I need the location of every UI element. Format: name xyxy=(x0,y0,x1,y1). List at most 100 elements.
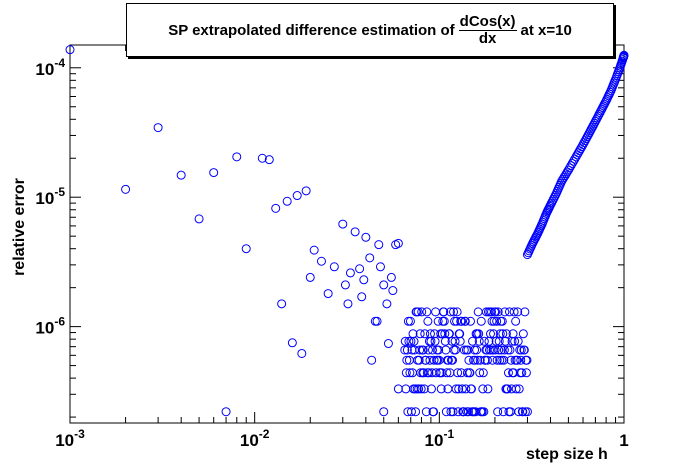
data-point xyxy=(426,384,436,394)
data-point xyxy=(329,262,339,272)
data-point xyxy=(424,368,434,378)
y-axis-title: relative error xyxy=(11,178,28,276)
data-point xyxy=(361,232,371,242)
data-point xyxy=(277,299,287,309)
data-point xyxy=(512,355,522,365)
data-point xyxy=(153,123,163,133)
data-point xyxy=(519,345,529,355)
y-tick-label: 10-4 xyxy=(35,56,65,79)
data-point xyxy=(350,227,360,237)
data-point xyxy=(472,345,482,355)
data-point xyxy=(194,214,204,224)
data-point xyxy=(565,163,575,173)
data-point xyxy=(468,336,478,346)
x-tick-label: 10-3 xyxy=(55,427,85,450)
data-point xyxy=(436,384,446,394)
data-point xyxy=(479,336,489,346)
data-point xyxy=(514,384,524,394)
data-point xyxy=(388,286,398,296)
data-point xyxy=(367,355,377,365)
data-point xyxy=(513,307,523,317)
data-point xyxy=(470,355,480,365)
data-point xyxy=(343,299,353,309)
data-point xyxy=(503,368,513,378)
data-point xyxy=(445,307,455,317)
fraction-numerator: dCos(x) xyxy=(458,12,517,31)
data-point xyxy=(467,384,477,394)
data-point xyxy=(406,407,416,417)
data-point xyxy=(497,355,507,365)
data-point xyxy=(383,339,393,349)
data-point xyxy=(485,329,495,339)
data-point xyxy=(355,264,365,274)
data-point xyxy=(431,368,441,378)
data-point xyxy=(516,355,526,365)
data-point xyxy=(494,345,504,355)
data-point xyxy=(409,336,419,346)
data-point xyxy=(455,329,465,339)
x-tick-label: 10-1 xyxy=(425,427,455,450)
data-point xyxy=(429,407,439,417)
data-point xyxy=(400,345,410,355)
data-point xyxy=(393,384,403,394)
data-point xyxy=(493,407,503,417)
data-point xyxy=(309,245,319,255)
data-point xyxy=(452,307,462,317)
data-point xyxy=(232,152,242,162)
data-point xyxy=(450,336,460,346)
data-point xyxy=(375,262,385,272)
data-point xyxy=(520,307,530,317)
data-point xyxy=(500,307,510,317)
data-point xyxy=(475,368,485,378)
data-point xyxy=(521,368,531,378)
data-point xyxy=(448,407,458,417)
data-point xyxy=(422,307,432,317)
data-point xyxy=(499,345,509,355)
data-point xyxy=(414,384,424,394)
data-point xyxy=(509,307,519,317)
data-point xyxy=(496,345,506,355)
data-point xyxy=(382,299,392,309)
data-point xyxy=(411,407,421,417)
fraction-denominator: dx xyxy=(478,29,497,47)
data-point xyxy=(491,336,501,346)
data-point xyxy=(176,170,186,180)
data-point xyxy=(492,355,502,365)
data-point xyxy=(426,336,436,346)
data-point xyxy=(483,384,493,394)
data-point xyxy=(504,307,514,317)
data-point xyxy=(495,329,505,339)
data-point xyxy=(323,289,333,299)
data-point xyxy=(457,384,467,394)
data-point xyxy=(465,368,475,378)
data-point xyxy=(449,307,459,317)
data-point xyxy=(487,307,497,317)
data-point xyxy=(282,196,292,206)
data-point xyxy=(522,355,532,365)
data-point xyxy=(345,268,355,278)
data-point xyxy=(455,336,465,346)
data-point xyxy=(374,240,384,250)
data-points xyxy=(65,45,629,417)
data-point xyxy=(475,355,485,365)
data-point xyxy=(316,256,326,266)
data-point xyxy=(401,368,411,378)
data-point xyxy=(498,407,508,417)
data-point xyxy=(434,345,444,355)
data-point xyxy=(453,407,463,417)
data-point xyxy=(359,275,369,285)
data-point xyxy=(457,316,467,326)
data-point xyxy=(493,307,503,317)
title-suffix: at x=10 xyxy=(520,21,572,39)
data-point xyxy=(497,316,507,326)
data-point xyxy=(474,336,484,346)
data-point xyxy=(490,345,500,355)
data-point xyxy=(365,253,375,263)
data-point xyxy=(443,355,453,365)
data-point xyxy=(400,336,410,346)
data-point xyxy=(405,316,415,326)
data-point xyxy=(563,165,573,175)
data-point xyxy=(516,345,526,355)
data-point xyxy=(287,338,297,348)
